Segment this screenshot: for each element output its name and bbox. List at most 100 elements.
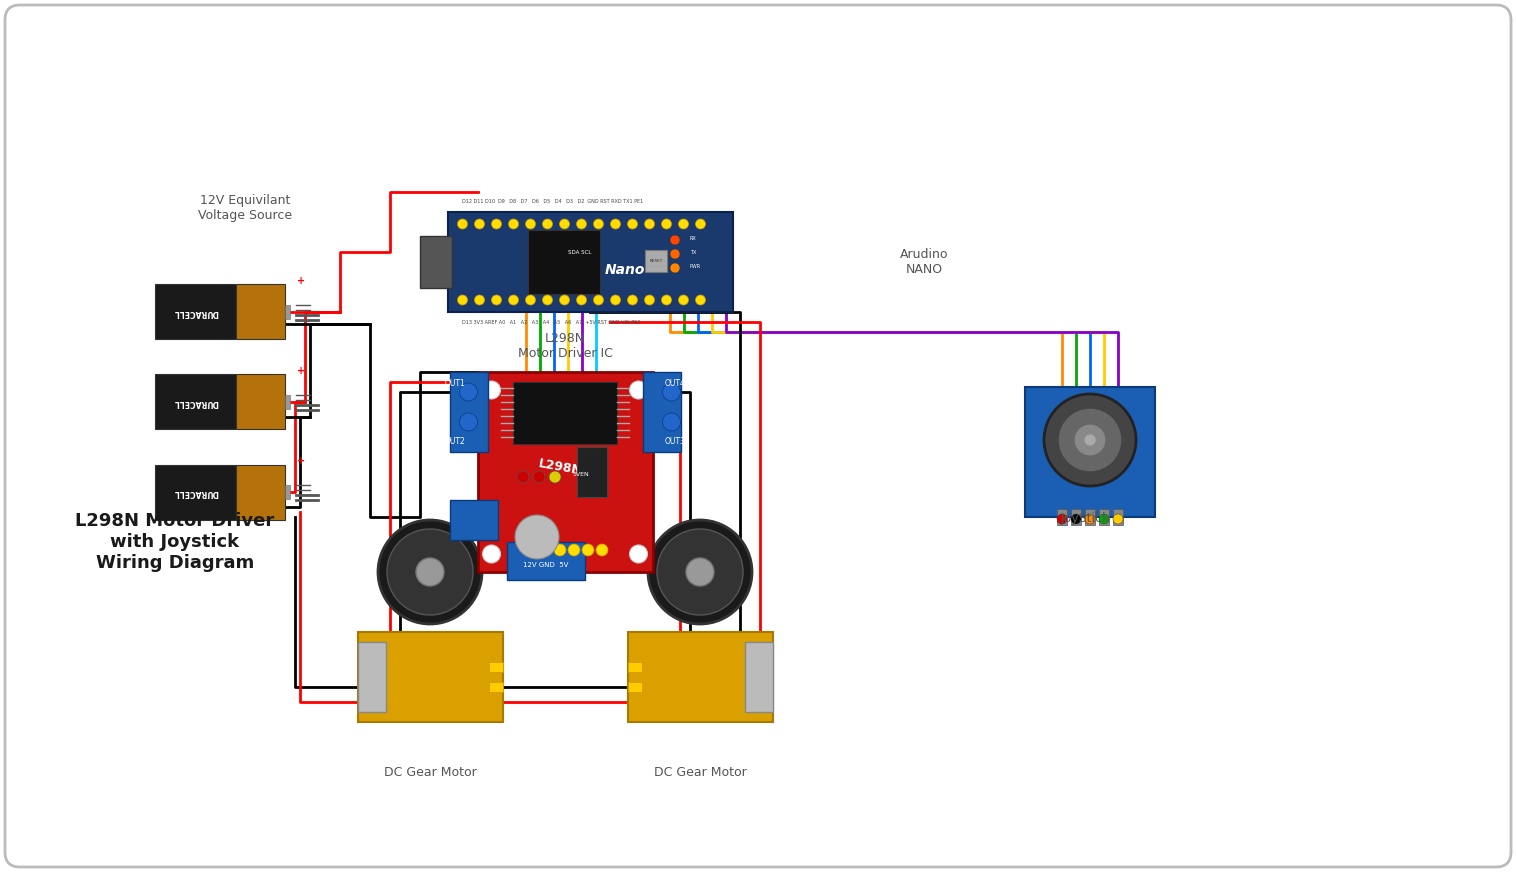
Bar <box>506 542 585 580</box>
Bar <box>628 632 773 722</box>
Bar <box>420 236 452 288</box>
Circle shape <box>576 219 587 229</box>
Bar <box>1113 509 1123 525</box>
Circle shape <box>549 471 561 483</box>
Circle shape <box>593 295 603 305</box>
Text: L298N: L298N <box>537 457 584 477</box>
Circle shape <box>1070 514 1081 524</box>
Bar <box>358 642 385 712</box>
Circle shape <box>517 471 529 483</box>
Text: DC Gear Motor: DC Gear Motor <box>653 766 746 779</box>
Circle shape <box>508 295 518 305</box>
Text: L298N Motor Driver
with Joystick
Wiring Diagram: L298N Motor Driver with Joystick Wiring … <box>76 512 274 572</box>
Circle shape <box>687 558 714 586</box>
Text: SDA SCL: SDA SCL <box>568 249 591 255</box>
Bar <box>643 372 681 452</box>
Text: DURACELL: DURACELL <box>173 308 218 317</box>
Circle shape <box>661 219 672 229</box>
Circle shape <box>543 219 552 229</box>
Circle shape <box>670 263 681 273</box>
Circle shape <box>1085 514 1095 524</box>
Circle shape <box>582 544 594 556</box>
Text: D13 3V3 AREF A0   A1   A2   A3   A4   A5   A6   A7  +5V RST GND VIN PE0: D13 3V3 AREF A0 A1 A2 A3 A4 A5 A6 A7 +5V… <box>461 320 640 325</box>
Circle shape <box>491 295 502 305</box>
Bar <box>358 632 502 722</box>
Bar <box>155 465 235 520</box>
Text: +: + <box>297 366 305 377</box>
Bar <box>235 374 285 430</box>
Circle shape <box>377 520 482 624</box>
Circle shape <box>387 529 473 615</box>
Bar <box>488 682 502 692</box>
Bar <box>512 382 617 444</box>
Circle shape <box>679 219 688 229</box>
Circle shape <box>661 295 672 305</box>
Circle shape <box>644 295 655 305</box>
Text: TX: TX <box>690 249 696 255</box>
Circle shape <box>696 219 705 229</box>
Text: Arudino
NANO: Arudino NANO <box>901 248 949 276</box>
Circle shape <box>458 295 467 305</box>
Circle shape <box>568 544 581 556</box>
Circle shape <box>559 219 570 229</box>
Bar <box>235 284 285 339</box>
FancyBboxPatch shape <box>5 5 1511 867</box>
Circle shape <box>629 381 647 399</box>
Text: OUT2: OUT2 <box>444 438 465 446</box>
Circle shape <box>475 295 485 305</box>
Circle shape <box>596 544 608 556</box>
Circle shape <box>559 295 570 305</box>
Text: OUT1: OUT1 <box>444 379 465 389</box>
Circle shape <box>629 545 647 563</box>
Text: L298N
Motor Driver IC: L298N Motor Driver IC <box>517 332 612 360</box>
Bar <box>744 642 773 712</box>
Circle shape <box>1057 514 1067 524</box>
Text: JoyStick: JoyStick <box>1060 512 1110 525</box>
Circle shape <box>491 219 502 229</box>
Bar <box>235 465 285 520</box>
Text: OUT4: OUT4 <box>664 379 685 389</box>
Circle shape <box>1099 514 1110 524</box>
Circle shape <box>670 249 681 259</box>
Bar <box>450 500 497 540</box>
Circle shape <box>647 520 752 624</box>
Circle shape <box>482 545 500 563</box>
Circle shape <box>1045 394 1135 486</box>
Bar <box>1070 509 1081 525</box>
Text: DC Gear Motor: DC Gear Motor <box>384 766 476 779</box>
Text: DURACELL: DURACELL <box>173 398 218 406</box>
Circle shape <box>644 219 655 229</box>
Bar <box>628 682 641 692</box>
Bar <box>488 662 502 672</box>
Circle shape <box>696 295 705 305</box>
Bar <box>155 284 235 339</box>
Text: +: + <box>297 457 305 467</box>
Bar <box>285 305 290 319</box>
Circle shape <box>1058 408 1122 472</box>
Text: OUT3: OUT3 <box>664 438 685 446</box>
Bar <box>628 662 641 672</box>
Circle shape <box>526 219 535 229</box>
Circle shape <box>515 515 559 559</box>
Bar <box>285 485 290 499</box>
Bar <box>1099 509 1110 525</box>
Circle shape <box>1084 434 1096 446</box>
Circle shape <box>670 235 681 245</box>
Circle shape <box>656 529 743 615</box>
Bar <box>578 447 606 497</box>
Text: 5VEN: 5VEN <box>573 472 590 476</box>
Text: Nano: Nano <box>605 263 646 277</box>
Circle shape <box>611 295 620 305</box>
Circle shape <box>415 558 444 586</box>
Circle shape <box>534 471 544 483</box>
Bar <box>1025 387 1155 517</box>
Bar <box>447 212 732 312</box>
Circle shape <box>628 295 638 305</box>
Circle shape <box>543 295 552 305</box>
Circle shape <box>526 544 538 556</box>
Bar <box>450 372 488 452</box>
Text: PWR: PWR <box>690 263 700 269</box>
Circle shape <box>540 544 552 556</box>
Circle shape <box>526 295 535 305</box>
Circle shape <box>679 295 688 305</box>
